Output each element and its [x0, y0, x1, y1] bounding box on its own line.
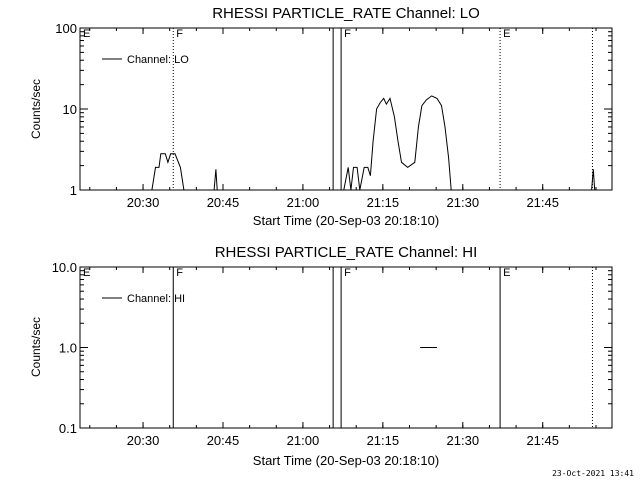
lo-channel-plot: RHESSI PARTICLE_RATE Channel: LO Counts/… — [29, 5, 613, 228]
hi-marker-label: F — [176, 267, 183, 279]
lo-axis-ticks: 20:30 20:45 21:00 21:15 21:30 21:45 1 10 100 — [55, 21, 612, 210]
hi-marker-label: E — [83, 267, 90, 279]
lo-x-tick-label: 20:30 — [127, 195, 160, 210]
hi-marker-label: F — [344, 267, 351, 279]
hi-legend-label: Channel: HI — [127, 293, 185, 305]
hi-x-tick-label: 20:30 — [127, 433, 160, 448]
lo-marker-label: F — [176, 28, 183, 40]
hi-x-tick-label: 21:30 — [447, 433, 480, 448]
hi-plot-frame — [79, 266, 613, 429]
hi-x-tick-label: 20:45 — [207, 433, 240, 448]
lo-series-segment — [213, 169, 218, 191]
hi-x-axis-label: Start Time (20-Sep-03 20:18:10) — [253, 453, 439, 468]
hi-x-tick-label: 21:45 — [526, 433, 559, 448]
lo-series-segment — [151, 153, 185, 191]
hi-x-tick-label: 21:00 — [287, 433, 320, 448]
hi-y-tick-label: 10.0 — [52, 260, 77, 275]
hi-legend: Channel: HI — [102, 293, 185, 305]
lo-x-axis-label: Start Time (20-Sep-03 20:18:10) — [253, 213, 439, 228]
lo-x-tick-label: 20:45 — [207, 195, 240, 210]
lo-x-tick-label: 21:45 — [526, 195, 559, 210]
footer-timestamp: 23-Oct-2021 13:41 — [552, 469, 634, 478]
lo-x-tick-label: 21:15 — [367, 195, 400, 210]
hi-x-tick-label: 21:15 — [367, 433, 400, 448]
lo-x-tick-label: 21:00 — [287, 195, 320, 210]
lo-legend: Channel: LO — [102, 54, 189, 66]
hi-channel-plot: RHESSI PARTICLE_RATE Channel: HI Counts/… — [29, 244, 613, 468]
lo-legend-label: Channel: LO — [127, 54, 189, 66]
lo-plot-frame — [79, 27, 613, 191]
lo-marker-label: F — [344, 28, 351, 40]
lo-series-lines — [151, 95, 596, 191]
lo-y-tick-label: 100 — [55, 21, 77, 36]
lo-marker-label: E — [83, 28, 90, 40]
lo-plot-title: RHESSI PARTICLE_RATE Channel: LO — [212, 5, 480, 22]
hi-y-tick-label: 0.1 — [59, 421, 77, 436]
lo-y-tick-label: 1 — [70, 183, 77, 198]
hi-plot-title: RHESSI PARTICLE_RATE Channel: HI — [215, 244, 478, 261]
lo-marker-label: E — [503, 28, 510, 40]
hi-y-axis-label: Counts/sec — [29, 317, 43, 377]
hi-marker-label: E — [503, 267, 510, 279]
hi-y-tick-label: 1.0 — [59, 341, 77, 356]
lo-series-segment — [591, 169, 596, 191]
lo-series-segment — [343, 95, 452, 191]
hi-axis-ticks: 20:30 20:45 21:00 21:15 21:30 21:45 0.1 1.0 10.0 — [52, 260, 612, 448]
lo-y-axis-label: Counts/sec — [29, 79, 43, 139]
lo-y-tick-label: 10 — [63, 102, 77, 117]
lo-x-tick-label: 21:30 — [447, 195, 480, 210]
